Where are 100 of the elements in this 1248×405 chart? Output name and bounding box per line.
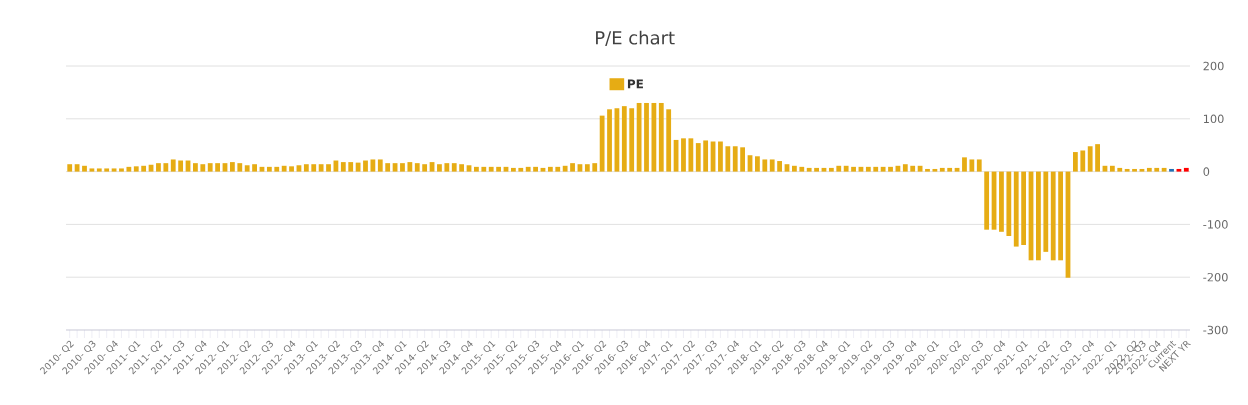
bar	[488, 166, 494, 172]
bar	[163, 163, 169, 172]
bar	[718, 141, 723, 172]
bar	[370, 159, 376, 172]
bar	[725, 146, 731, 172]
bar	[126, 166, 132, 172]
bar	[1124, 168, 1130, 172]
bar	[326, 164, 331, 172]
bar	[377, 159, 383, 172]
bar	[510, 167, 516, 172]
bar	[1095, 144, 1100, 172]
bar	[806, 167, 812, 172]
bar	[910, 165, 916, 172]
bar	[547, 166, 553, 172]
bar	[363, 160, 368, 172]
bar	[888, 166, 893, 172]
bar	[237, 163, 243, 172]
bar	[1183, 167, 1189, 172]
bar	[407, 162, 413, 172]
bar	[1036, 171, 1041, 261]
bar	[1080, 150, 1086, 172]
bar	[400, 163, 405, 172]
bar	[999, 171, 1004, 232]
bar	[784, 164, 790, 172]
bar	[96, 168, 102, 172]
bar	[178, 160, 184, 172]
bar	[82, 165, 87, 172]
bar	[703, 140, 709, 172]
bar	[104, 168, 110, 172]
bar	[1058, 171, 1063, 261]
bar	[518, 167, 524, 172]
bar	[266, 166, 272, 172]
bar	[89, 168, 95, 172]
bar	[414, 163, 420, 172]
bar	[843, 165, 849, 172]
bar	[193, 163, 198, 172]
bar	[1176, 168, 1182, 172]
bar	[947, 167, 953, 172]
chart-title: P/E chart	[596, 30, 675, 47]
bar	[474, 166, 479, 172]
bar	[459, 164, 465, 172]
bar	[119, 168, 124, 172]
bar	[644, 102, 649, 172]
bar	[74, 164, 80, 172]
bar	[1087, 146, 1093, 172]
bar	[170, 159, 176, 172]
bar	[939, 167, 945, 172]
bar	[451, 163, 457, 172]
bar	[777, 161, 782, 172]
bar	[851, 166, 856, 172]
bar	[592, 163, 598, 172]
bar	[318, 164, 324, 172]
bar	[141, 165, 147, 172]
bar	[1021, 171, 1027, 245]
y-tick-label: -200	[1203, 272, 1228, 282]
bar	[976, 159, 982, 172]
bar	[311, 164, 317, 172]
bar	[1139, 168, 1145, 172]
bar	[67, 164, 73, 172]
bar	[932, 168, 938, 172]
bar	[340, 162, 346, 172]
bar	[962, 157, 967, 172]
bar	[1013, 171, 1019, 247]
bar	[925, 168, 930, 172]
bar	[681, 138, 686, 172]
bar	[755, 156, 760, 172]
bar	[791, 165, 797, 172]
bar	[348, 162, 354, 172]
bar	[555, 166, 561, 172]
bar	[1006, 171, 1012, 237]
bar	[902, 164, 908, 172]
bar	[828, 167, 834, 172]
bar	[200, 164, 206, 172]
bar	[836, 165, 842, 172]
bar	[281, 165, 287, 172]
bar	[984, 171, 990, 230]
y-tick-label: 100	[1203, 114, 1224, 124]
bar	[496, 166, 501, 172]
bar	[303, 164, 309, 172]
bar	[570, 163, 575, 172]
bar	[1169, 168, 1174, 172]
bar	[1117, 167, 1123, 172]
bar	[1072, 152, 1078, 172]
bar	[769, 159, 775, 172]
bar	[695, 143, 701, 172]
bar	[274, 166, 280, 172]
y-tick-label: 200	[1203, 61, 1224, 71]
bar	[215, 163, 220, 172]
bar	[651, 102, 657, 172]
bar	[799, 166, 805, 172]
bar	[584, 164, 590, 172]
bar	[969, 159, 975, 172]
y-tick-label: -300	[1203, 325, 1228, 335]
bar	[607, 109, 612, 172]
bar	[1050, 171, 1056, 261]
bar	[1154, 167, 1160, 172]
bar	[422, 164, 428, 172]
bar	[629, 108, 635, 172]
bar	[873, 166, 879, 172]
bar	[133, 166, 139, 172]
